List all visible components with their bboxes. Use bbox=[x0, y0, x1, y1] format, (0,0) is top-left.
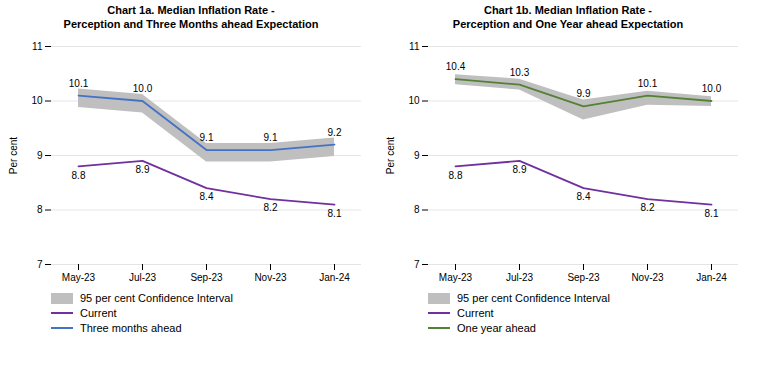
svg-text:9: 9 bbox=[37, 149, 43, 160]
svg-text:May-23: May-23 bbox=[62, 271, 96, 282]
svg-text:Jul-23: Jul-23 bbox=[506, 271, 534, 282]
svg-text:10.3: 10.3 bbox=[510, 66, 530, 77]
html-text:Three months ahead: Three months ahead bbox=[80, 322, 182, 334]
svg-text:10: 10 bbox=[408, 95, 420, 106]
svg-text:7: 7 bbox=[414, 258, 420, 269]
html-text:95 per cent Confidence Interva: 95 per cent Confidence Interval bbox=[80, 292, 233, 304]
svg-text:8.4: 8.4 bbox=[200, 191, 214, 202]
html-text:95 per cent Confidence Interva: 95 per cent Confidence Interval bbox=[457, 292, 610, 304]
svg-text:Sep-23: Sep-23 bbox=[190, 271, 223, 282]
html-text:Chart 1a. Median Inflation Rat: Chart 1a. Median Inflation Rate - Percep… bbox=[63, 4, 319, 30]
svg-text:10.0: 10.0 bbox=[702, 83, 722, 94]
svg-text:8.8: 8.8 bbox=[72, 169, 86, 180]
svg-text:Jan-24: Jan-24 bbox=[696, 271, 727, 282]
html-text:Current: Current bbox=[80, 307, 117, 319]
html-text:Chart 1b. Median Inflation Rat: Chart 1b. Median Inflation Rate - Percep… bbox=[452, 4, 684, 30]
svg-text:11: 11 bbox=[409, 40, 420, 51]
svg-text:8.1: 8.1 bbox=[705, 207, 719, 218]
html-text:One year ahead: One year ahead bbox=[457, 322, 536, 334]
svg-text:May-23: May-23 bbox=[439, 271, 473, 282]
svg-text:7: 7 bbox=[37, 258, 43, 269]
svg-text:Per cent: Per cent bbox=[8, 136, 19, 173]
svg-text:8.9: 8.9 bbox=[513, 164, 527, 175]
svg-text:9.1: 9.1 bbox=[200, 132, 214, 143]
svg-text:Jan-24: Jan-24 bbox=[319, 271, 350, 282]
svg-text:8.9: 8.9 bbox=[136, 164, 150, 175]
html-text:Current: Current bbox=[457, 307, 494, 319]
svg-text:Sep-23: Sep-23 bbox=[567, 271, 600, 282]
svg-text:8: 8 bbox=[414, 204, 420, 215]
svg-text:8.2: 8.2 bbox=[264, 202, 278, 213]
svg-text:10: 10 bbox=[31, 95, 43, 106]
svg-text:10.0: 10.0 bbox=[133, 83, 153, 94]
svg-text:Nov-23: Nov-23 bbox=[631, 271, 664, 282]
svg-text:8.2: 8.2 bbox=[641, 202, 655, 213]
svg-text:8: 8 bbox=[37, 204, 43, 215]
svg-text:8.8: 8.8 bbox=[449, 169, 463, 180]
svg-text:9.1: 9.1 bbox=[264, 132, 278, 143]
svg-text:9.2: 9.2 bbox=[328, 126, 342, 137]
svg-text:Nov-23: Nov-23 bbox=[254, 271, 287, 282]
svg-text:9.9: 9.9 bbox=[577, 88, 591, 99]
svg-text:Jul-23: Jul-23 bbox=[129, 271, 157, 282]
svg-text:11: 11 bbox=[32, 40, 43, 51]
svg-text:8.4: 8.4 bbox=[577, 191, 591, 202]
svg-text:8.1: 8.1 bbox=[328, 207, 342, 218]
svg-text:10.1: 10.1 bbox=[638, 77, 658, 88]
svg-text:10.1: 10.1 bbox=[69, 77, 89, 88]
svg-text:Per cent: Per cent bbox=[385, 136, 396, 173]
svg-text:9: 9 bbox=[414, 149, 420, 160]
svg-text:10.4: 10.4 bbox=[446, 61, 466, 72]
